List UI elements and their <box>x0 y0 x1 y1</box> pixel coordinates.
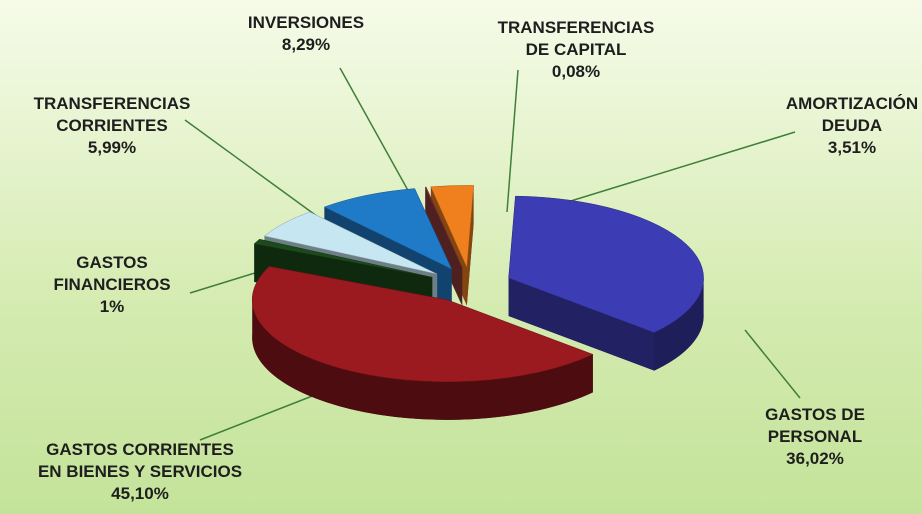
slice-top <box>424 186 463 268</box>
slice-top <box>323 188 453 270</box>
slice <box>251 266 594 420</box>
slice-radial-side <box>508 278 655 371</box>
leader-line <box>547 131 796 209</box>
value-label: 36,02% <box>786 449 844 468</box>
slice-wall <box>654 278 704 371</box>
pie <box>251 185 704 420</box>
slice-radial-side <box>426 187 463 306</box>
category-label: TRANSFERENCIAS DE CAPITAL <box>497 18 655 59</box>
category-label: TRANSFERENCIAS CORRIENTES <box>33 94 191 135</box>
slice-top <box>430 185 474 268</box>
category-label: GASTOS CORRIENTES EN BIENES Y SERVICIOS <box>37 440 243 481</box>
value-label: 5,99% <box>87 138 137 157</box>
category-label: AMORTIZACIÓN DEUDA <box>785 94 919 135</box>
slice <box>508 195 704 371</box>
slice-top <box>508 195 704 333</box>
leader-line <box>189 271 259 294</box>
category-label: GASTOS DE PERSONAL <box>765 405 865 446</box>
leader-line <box>199 392 321 441</box>
slice-top <box>263 211 438 275</box>
slice-label: INVERSIONES 8,29% <box>248 12 364 56</box>
slice-label: TRANSFERENCIAS DE CAPITAL 0,08% <box>498 17 655 83</box>
leader-lines <box>184 67 801 441</box>
slice-wall <box>252 299 593 420</box>
leader-line <box>184 119 326 223</box>
slice-label: TRANSFERENCIAS CORRIENTES 5,99% <box>34 93 191 159</box>
category-label: INVERSIONES <box>247 13 365 32</box>
slice-label: GASTOS FINANCIEROS 1% <box>53 252 170 318</box>
slice-label: AMORTIZACIÓN DEUDA 3,51% <box>786 93 918 159</box>
value-label: 45,10% <box>111 484 169 503</box>
value-label: 1% <box>99 297 125 316</box>
slice-top <box>251 266 594 383</box>
value-label: 0,08% <box>551 62 601 81</box>
slice-top <box>253 238 433 278</box>
leader-line <box>506 69 519 213</box>
value-label: 8,29% <box>281 35 331 54</box>
slice-radial-side <box>466 185 474 306</box>
slice-label: GASTOS CORRIENTES EN BIENES Y SERVICIOS 4… <box>38 439 242 505</box>
leader-line <box>744 329 801 399</box>
slice-label: GASTOS DE PERSONAL 36,02% <box>765 404 865 470</box>
category-label: GASTOS FINANCIEROS <box>53 253 171 294</box>
leader-line <box>339 67 421 213</box>
value-label: 3,51% <box>827 138 877 157</box>
